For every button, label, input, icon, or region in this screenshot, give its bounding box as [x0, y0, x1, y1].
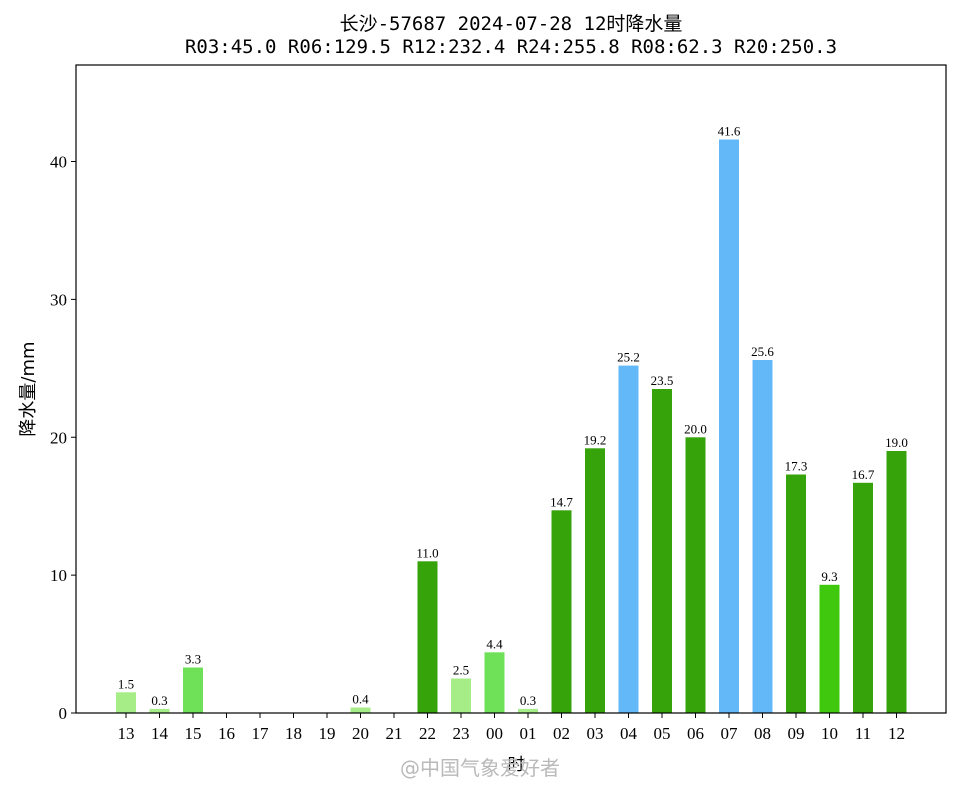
- value-label-14: 0.3: [151, 693, 167, 708]
- bar-06: [685, 437, 706, 713]
- bar-00: [484, 652, 505, 713]
- x-tick-label-11: 11: [855, 724, 871, 743]
- x-tick-label-04: 04: [620, 724, 638, 743]
- value-label-15: 3.3: [185, 652, 201, 667]
- value-label-12: 19.0: [885, 435, 908, 450]
- x-tick-label-08: 08: [754, 724, 771, 743]
- x-tick-label-22: 22: [419, 724, 436, 743]
- y-tick-label-0: 0: [59, 704, 68, 723]
- x-tick-label-18: 18: [285, 724, 302, 743]
- value-label-09: 17.3: [785, 459, 808, 474]
- x-tick-label-23: 23: [453, 724, 470, 743]
- value-label-05: 23.5: [651, 373, 674, 388]
- bar-01: [518, 708, 538, 713]
- x-tick-label-15: 15: [185, 724, 202, 743]
- x-tick-label-03: 03: [587, 724, 604, 743]
- bar-07: [719, 139, 739, 713]
- y-tick-label-10: 10: [50, 566, 67, 585]
- chart-title: 长沙-57687 2024-07-28 12时降水量: [340, 13, 683, 35]
- x-tick-label-06: 06: [687, 724, 704, 743]
- bar-04: [618, 365, 639, 713]
- x-tick-label-13: 13: [118, 724, 135, 743]
- y-axis-label: 降水量/mm: [18, 341, 39, 436]
- value-label-07: 41.6: [718, 124, 741, 139]
- value-label-00: 4.4: [486, 636, 503, 651]
- y-tick-label-40: 40: [50, 153, 67, 172]
- value-label-23: 2.5: [453, 663, 469, 678]
- plot-area: 1.5 13 0.3 14 3.3 15 16 17 18 19 0.4 20 21 11.0 22 2.5 2…: [50, 64, 947, 743]
- bar-20: [350, 707, 371, 713]
- x-tick-label-00: 00: [486, 724, 503, 743]
- chart-subtitle: R03:45.0 R06:129.5 R12:232.4 R24:255.8 R…: [185, 36, 837, 58]
- value-label-03: 19.2: [584, 432, 607, 447]
- x-axis-label: 时: [508, 755, 525, 774]
- bar-08: [752, 360, 773, 713]
- value-label-10: 9.3: [821, 569, 837, 584]
- bar-10: [819, 584, 840, 713]
- bar-13: [116, 692, 136, 713]
- bar-03: [585, 448, 605, 713]
- x-tick-label-17: 17: [252, 724, 270, 743]
- x-tick-label-05: 05: [654, 724, 671, 743]
- bar-14: [149, 708, 170, 713]
- x-tick-label-09: 09: [788, 724, 805, 743]
- value-label-11: 16.7: [852, 467, 875, 482]
- bar-05: [652, 389, 672, 713]
- bar-15: [183, 667, 203, 713]
- x-tick-label-20: 20: [352, 724, 369, 743]
- value-label-02: 14.7: [550, 494, 573, 509]
- x-tick-label-01: 01: [520, 724, 537, 743]
- value-label-22: 11.0: [416, 545, 438, 560]
- value-label-20: 0.4: [352, 692, 369, 707]
- y-tick-label-30: 30: [50, 290, 67, 309]
- value-label-13: 1.5: [118, 676, 134, 691]
- x-tick-label-14: 14: [151, 724, 169, 743]
- value-label-04: 25.2: [617, 350, 640, 365]
- value-label-06: 20.0: [684, 421, 707, 436]
- x-tick-label-12: 12: [888, 724, 905, 743]
- bar-12: [886, 451, 907, 713]
- x-tick-label-21: 21: [386, 724, 403, 743]
- x-tick-label-02: 02: [553, 724, 570, 743]
- x-tick-label-07: 07: [721, 724, 739, 743]
- bar-02: [551, 510, 572, 713]
- bar-11: [853, 482, 873, 713]
- x-tick-label-19: 19: [319, 724, 336, 743]
- bar-23: [451, 678, 471, 713]
- watermark: @中国气象爱好者: [400, 756, 560, 780]
- value-label-08: 25.6: [751, 344, 774, 359]
- x-tick-label-16: 16: [218, 724, 235, 743]
- value-label-01: 0.3: [520, 693, 536, 708]
- bar-09: [786, 474, 806, 713]
- y-tick-label-20: 20: [50, 428, 67, 447]
- plot-frame: [75, 64, 947, 714]
- x-tick-label-10: 10: [821, 724, 838, 743]
- bar-22: [417, 561, 438, 713]
